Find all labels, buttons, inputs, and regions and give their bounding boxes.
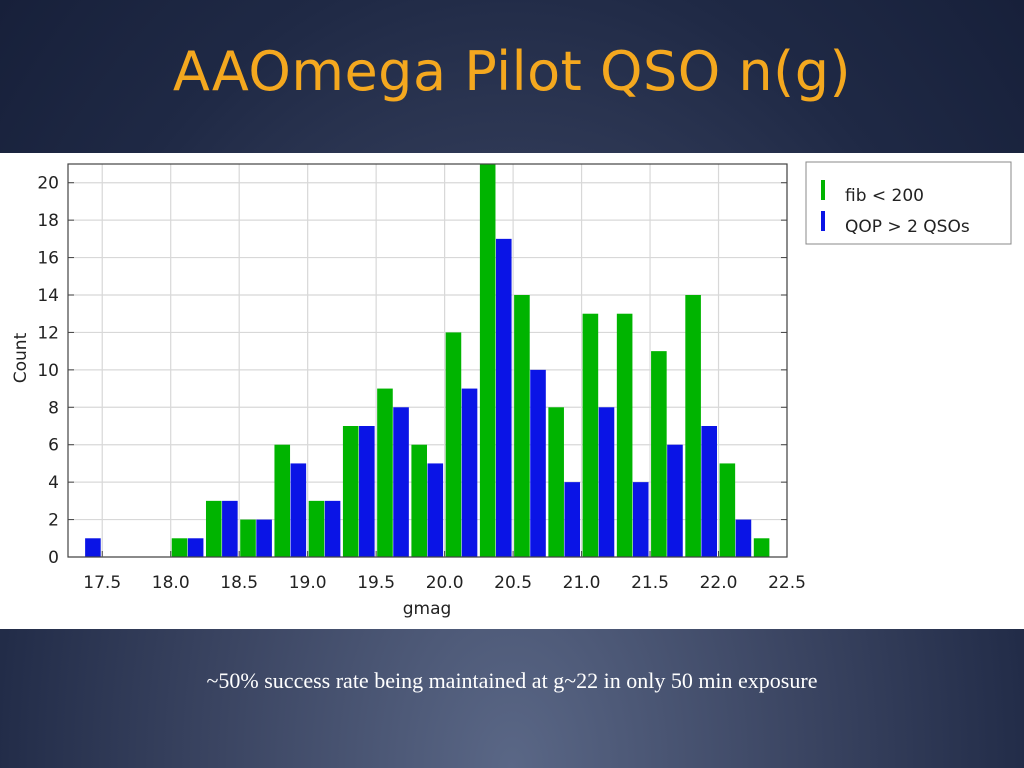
- chart-panel: 17.5 18.0 18.5 19.0 19.5 20.0 20.5 21.0 21.5 22.0…: [0, 153, 1024, 629]
- bar-fib: [274, 444, 291, 557]
- x-tick-label: 19.5: [357, 573, 395, 593]
- y-tick-labels: 0 2 4 6 8 10 12 14 16 18 20: [37, 174, 59, 568]
- x-tick-label: 20.0: [426, 573, 464, 593]
- y-tick-label: 10: [37, 361, 59, 381]
- caption: ~50% success rate being maintained at g~…: [206, 668, 818, 693]
- bar-qop: [735, 519, 752, 557]
- bar-qop: [701, 426, 717, 557]
- bar-fib: [411, 444, 427, 557]
- legend-label-fib: fib < 200: [845, 186, 924, 206]
- bar-qop: [530, 369, 546, 557]
- bar-fib: [753, 538, 770, 557]
- bar-qop: [324, 500, 341, 557]
- y-tick-label: 12: [37, 323, 59, 343]
- bar-qop: [222, 500, 238, 557]
- x-tick-labels: 17.5 18.0 18.5 19.0 19.5 20.0 20.5 21.0 21.5 22.0…: [83, 573, 806, 593]
- y-tick-label: 18: [37, 211, 59, 231]
- bar-fib: [445, 332, 462, 557]
- bar-fib: [548, 407, 564, 557]
- histogram-chart: 17.5 18.0 18.5 19.0 19.5 20.0 20.5 21.0 21.5 22.0…: [11, 161, 1012, 619]
- slide-title: AAOmega Pilot QSO n(g): [172, 40, 852, 103]
- bar-fib: [308, 500, 325, 557]
- legend-label-qop: QOP > 2 QSOs: [845, 217, 970, 237]
- x-tick-label: 18.5: [220, 573, 258, 593]
- x-axis-title: gmag: [403, 599, 452, 619]
- bar-fib: [582, 313, 599, 557]
- bar-fib: [719, 463, 736, 557]
- bar-qop: [667, 444, 683, 557]
- bar-fib: [240, 519, 256, 557]
- bar-fib: [171, 538, 188, 557]
- bar-qop: [393, 407, 409, 557]
- x-tick-label: 17.5: [83, 573, 121, 593]
- y-tick-label: 4: [48, 473, 59, 493]
- bar-fib: [616, 313, 633, 557]
- y-axis-title: Count: [11, 332, 31, 383]
- x-tick-label: 21.0: [563, 573, 601, 593]
- bar-fib: [651, 351, 667, 557]
- bar-qop: [290, 463, 307, 557]
- legend-box: [805, 161, 1012, 245]
- legend-swatch-blue: [821, 211, 825, 231]
- bar-fib: [205, 500, 222, 557]
- bar-fib: [514, 295, 530, 557]
- x-tick-label: 22.5: [768, 573, 806, 593]
- plot-frame: [67, 163, 788, 558]
- bar-fib: [342, 426, 359, 557]
- bar-qop: [632, 482, 649, 557]
- bar-qop: [427, 463, 444, 557]
- x-tick-label: 21.5: [631, 573, 669, 593]
- bar-fib: [479, 164, 496, 557]
- y-tick-label: 6: [48, 436, 59, 456]
- legend: fib < 200 QOP > 2 QSOs: [805, 161, 1012, 245]
- bar-qop: [256, 519, 272, 557]
- bar-fib: [377, 388, 393, 557]
- y-tick-label: 20: [37, 174, 59, 194]
- y-tick-label: 8: [48, 398, 59, 418]
- y-tick-label: 2: [48, 511, 59, 531]
- bar-qop: [187, 538, 204, 557]
- x-tick-label: 22.0: [700, 573, 738, 593]
- y-tick-label: 16: [37, 249, 59, 269]
- legend-swatch-green: [821, 180, 825, 200]
- x-tick-label: 20.5: [494, 573, 532, 593]
- y-tick-label: 14: [37, 286, 59, 306]
- y-tick-label: 0: [48, 548, 59, 568]
- bar-layer: [85, 164, 770, 557]
- bar-qop: [564, 482, 581, 557]
- bar-qop: [85, 538, 101, 557]
- bar-qop: [359, 426, 375, 557]
- x-tick-label: 19.0: [289, 573, 327, 593]
- bar-qop: [598, 407, 615, 557]
- bar-qop: [495, 238, 512, 557]
- x-tick-label: 18.0: [152, 573, 190, 593]
- bar-fib: [685, 295, 701, 557]
- bar-qop: [461, 388, 478, 557]
